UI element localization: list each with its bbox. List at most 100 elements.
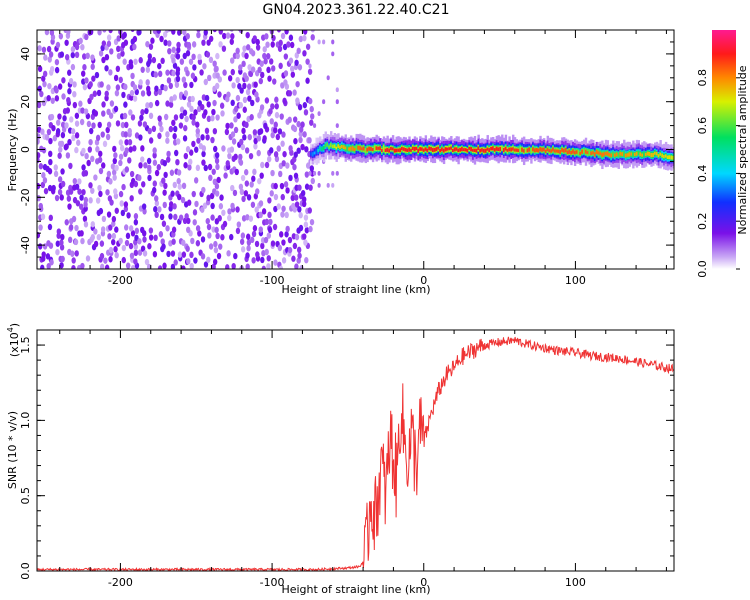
spectrogram-noise-cell bbox=[256, 135, 262, 142]
spectrogram-noise-cell bbox=[189, 105, 194, 113]
spectrogram-noise-cell bbox=[264, 97, 270, 104]
snr-line bbox=[37, 336, 674, 571]
spectrogram-noise-cell bbox=[308, 97, 313, 105]
spectrogram-noise-cell bbox=[272, 78, 277, 85]
spectrogram-signal-cell bbox=[402, 147, 406, 151]
spectrogram-noise-cell bbox=[250, 99, 255, 107]
spectrogram-ytick-label: 0 bbox=[19, 146, 32, 153]
spectrogram-noise-cell bbox=[312, 123, 317, 128]
spectrogram-noise-cell bbox=[89, 127, 94, 135]
spectrogram-signal-cell bbox=[661, 153, 664, 158]
snr-scale-base: (x104) bbox=[6, 323, 21, 357]
spectrogram-noise-cell bbox=[185, 33, 190, 40]
spectrogram-noise-cell bbox=[171, 238, 176, 245]
spectrogram-noise-cell bbox=[230, 202, 235, 210]
spectrogram-noise-cell bbox=[272, 223, 278, 231]
spectrogram-noise-cell bbox=[278, 170, 283, 178]
spectrogram-noise-cell bbox=[72, 177, 78, 185]
spectrogram-noise-cell bbox=[71, 264, 76, 269]
spectrogram-signal-cell bbox=[646, 151, 650, 156]
spectrogram-noise-cell bbox=[162, 189, 167, 196]
spectrogram-signal-cell bbox=[501, 145, 504, 151]
spectrogram-noise-cell bbox=[233, 153, 238, 161]
spectrogram-noise-cell bbox=[98, 190, 103, 198]
spectrogram-noise-cell bbox=[171, 46, 176, 54]
spectrogram-noise-cell bbox=[232, 189, 238, 197]
spectrogram-noise-cell bbox=[130, 30, 135, 32]
spectrogram-noise-cell bbox=[93, 110, 99, 117]
spectrogram-noise-cell bbox=[186, 199, 192, 206]
spectrogram-noise-cell bbox=[231, 138, 237, 145]
spectrogram-noise-cell bbox=[287, 246, 293, 254]
spectrogram-signal-cell bbox=[610, 153, 613, 158]
spectrogram-noise-cell bbox=[129, 170, 135, 178]
spectrogram-noise-cell bbox=[266, 66, 271, 74]
spectrogram-noise-cell bbox=[251, 257, 256, 264]
spectrogram-noise-cell bbox=[61, 93, 66, 100]
spectrogram-noise-cell bbox=[293, 172, 299, 179]
spectrogram-noise-cell bbox=[140, 245, 146, 252]
spectrogram-signal-cell bbox=[421, 147, 424, 151]
spectrogram-signal-cell bbox=[477, 146, 480, 150]
spectrogram-noise-cell bbox=[54, 58, 60, 66]
spectrogram-noise-cell bbox=[102, 140, 108, 148]
spectrogram-noise-cell bbox=[297, 252, 302, 259]
spectrogram-noise-cell bbox=[48, 137, 53, 145]
spectrogram-noise-cell bbox=[288, 34, 294, 41]
spectrogram-noise-cell bbox=[269, 118, 274, 125]
spectrogram-noise-cell bbox=[290, 194, 295, 202]
spectrogram-noise-cell bbox=[183, 152, 189, 160]
spectrogram-noise-cell bbox=[309, 105, 314, 113]
spectrogram-noise-cell bbox=[76, 139, 81, 146]
spectrogram-noise-cell bbox=[53, 170, 59, 178]
spectrogram-noise-cell bbox=[190, 95, 195, 103]
spectrogram-noise-cell bbox=[221, 209, 226, 216]
spectrogram-signal-cell bbox=[411, 146, 415, 151]
spectrogram-noise-cell bbox=[59, 262, 64, 269]
spectrogram-noise-cell bbox=[256, 149, 261, 157]
spectrogram-noise-cell bbox=[293, 151, 298, 158]
spectrogram-noise-cell bbox=[101, 110, 106, 117]
spectrogram-noise-cell bbox=[40, 213, 46, 220]
spectrogram-noise-cell bbox=[205, 51, 211, 58]
spectrogram-noise-cell bbox=[236, 221, 242, 228]
spectrogram-signal-cell bbox=[444, 147, 448, 152]
colorbar-tick-label: 0.6 bbox=[696, 117, 709, 135]
spectrogram-noise-cell bbox=[294, 263, 299, 269]
spectrogram-noise-cell bbox=[252, 35, 257, 42]
spectrogram-signal-cell bbox=[368, 146, 371, 151]
spectrogram-noise-cell bbox=[130, 264, 136, 269]
spectrogram-noise-cell bbox=[96, 233, 102, 241]
spectrogram-noise-cell bbox=[168, 82, 174, 90]
spectrogram-noise-cell bbox=[259, 104, 265, 111]
spectrogram-noise-cell bbox=[220, 234, 225, 241]
spectrogram-noise-cell bbox=[141, 203, 147, 210]
spectrogram-noise-cell bbox=[110, 163, 116, 170]
spectrogram-noise-cell bbox=[307, 207, 312, 214]
spectrogram-noise-cell bbox=[38, 202, 43, 210]
spectrogram-noise-cell bbox=[181, 182, 187, 190]
spectrogram-noise-cell bbox=[252, 168, 257, 176]
spectrogram-noise-cell bbox=[64, 39, 69, 46]
spectrogram-noise-cell bbox=[166, 250, 171, 258]
spectrogram-noise-cell bbox=[212, 30, 217, 33]
spectrogram-noise-cell bbox=[182, 135, 188, 142]
spectrogram-noise-cell bbox=[302, 50, 307, 57]
spectrogram-noise-cell bbox=[250, 201, 256, 208]
spectrogram-noise-cell bbox=[181, 239, 186, 246]
snr-ylabel: SNR (10 * v/v) bbox=[6, 411, 19, 489]
spectrogram-noise-cell bbox=[288, 174, 293, 182]
spectrogram-noise-cell bbox=[113, 74, 119, 82]
spectrogram-signal-cell bbox=[664, 154, 668, 158]
spectrogram-noise-cell bbox=[281, 205, 286, 212]
spectrogram-noise-cell bbox=[84, 152, 89, 160]
spectrogram-noise-cell bbox=[165, 137, 170, 144]
spectrogram-noise-cell bbox=[295, 80, 300, 88]
spectrogram-noise-cell bbox=[133, 258, 138, 265]
spectrogram-signal-cell bbox=[652, 152, 655, 158]
spectrogram-noise-cell bbox=[101, 101, 106, 108]
spectrogram-signal-cell bbox=[399, 148, 402, 153]
spectrogram-noise-cell bbox=[261, 249, 266, 257]
spectrogram-signal-cell bbox=[643, 151, 646, 158]
spectrogram-noise-cell bbox=[266, 263, 271, 269]
